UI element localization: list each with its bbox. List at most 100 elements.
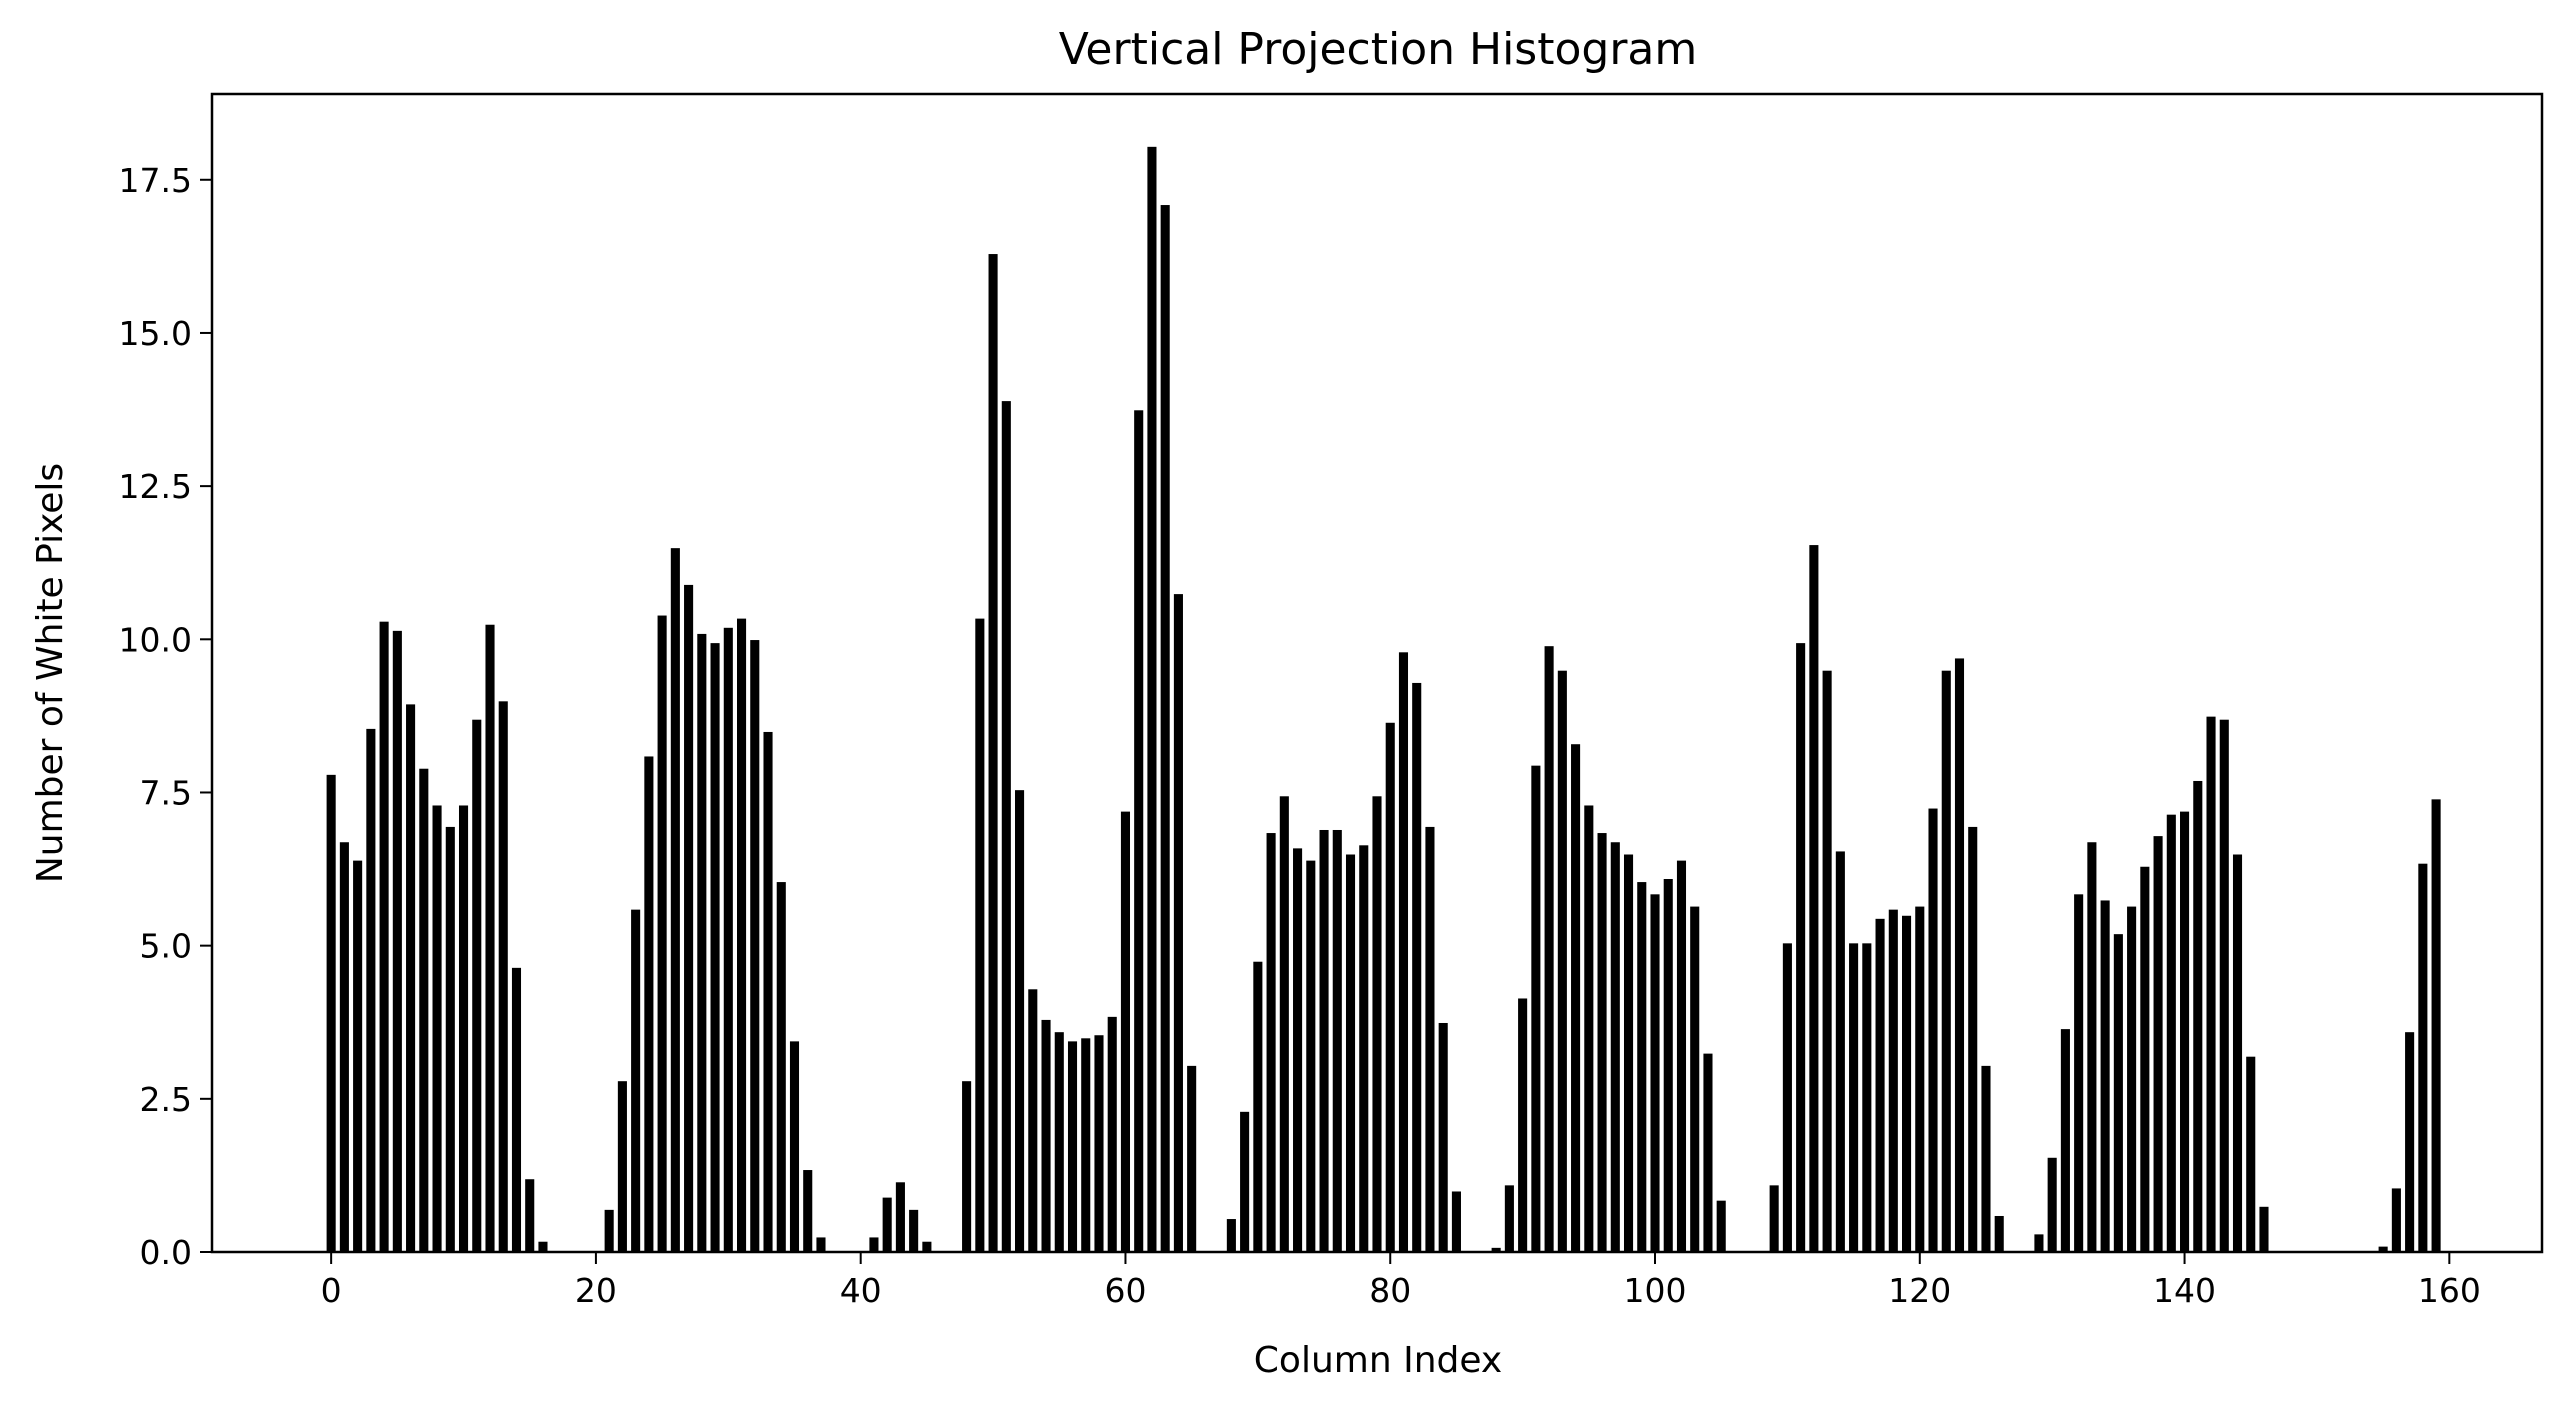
- bar-80: [1384, 721, 1397, 1253]
- bar-48: [960, 1079, 973, 1253]
- bar-103: [1688, 905, 1701, 1253]
- bar-28: [695, 632, 708, 1253]
- y-tick-label: 2.5: [140, 1080, 192, 1119]
- bar-102: [1675, 859, 1688, 1253]
- bar-82: [1410, 681, 1423, 1253]
- bar-159: [2430, 797, 2443, 1253]
- bar-55: [1053, 1030, 1066, 1253]
- bar-4: [378, 620, 391, 1253]
- bar-110: [1781, 941, 1794, 1253]
- x-tick-label: 60: [1104, 1271, 1146, 1310]
- bar-89: [1503, 1183, 1516, 1253]
- bar-3: [364, 727, 377, 1253]
- bar-105: [1715, 1199, 1728, 1253]
- x-tick-label: 100: [1624, 1271, 1687, 1310]
- bar-73: [1291, 846, 1304, 1253]
- y-tick-label: 12.5: [119, 467, 192, 506]
- bar-6: [404, 702, 417, 1253]
- bar-50: [987, 252, 1000, 1253]
- bar-0: [325, 773, 338, 1253]
- bar-78: [1357, 843, 1370, 1253]
- bar-121: [1926, 807, 1940, 1253]
- x-tick-label: 80: [1369, 1271, 1411, 1310]
- bar-101: [1662, 877, 1675, 1253]
- bar-83: [1423, 825, 1437, 1253]
- bar-97: [1609, 840, 1622, 1253]
- bar-51: [1000, 399, 1013, 1253]
- bar-91: [1529, 764, 1542, 1253]
- x-tick-label: 0: [321, 1271, 342, 1310]
- bar-54: [1039, 1018, 1053, 1253]
- bar-99: [1635, 880, 1648, 1253]
- bar-104: [1701, 1052, 1715, 1253]
- bar-21: [603, 1208, 616, 1253]
- bar-140: [2178, 810, 2191, 1253]
- bar-124: [1966, 825, 1979, 1253]
- bar-126: [1993, 1214, 2006, 1253]
- bar-85: [1450, 1189, 1463, 1253]
- bar-69: [1238, 1110, 1251, 1253]
- bar-23: [629, 908, 642, 1253]
- bar-64: [1172, 592, 1185, 1253]
- bar-68: [1225, 1217, 1238, 1253]
- bar-36: [801, 1168, 814, 1253]
- bar-60: [1119, 810, 1132, 1253]
- bar-122: [1940, 669, 1953, 1253]
- bar-75: [1318, 828, 1331, 1253]
- y-axis-label: Number of White Pixels: [30, 463, 71, 883]
- bar-9: [444, 825, 457, 1253]
- bar-22: [616, 1079, 629, 1253]
- bar-57: [1079, 1036, 1092, 1253]
- bar-14: [510, 966, 523, 1253]
- bar-11: [470, 718, 483, 1253]
- bar-156: [2390, 1186, 2403, 1253]
- bar-2: [351, 859, 364, 1253]
- bar-33: [761, 730, 775, 1253]
- y-axis-ticks: 0.0 2.5 5.0 7.5 10.0 12.5 15.0 17.5: [119, 161, 212, 1272]
- bar-129: [2032, 1232, 2045, 1253]
- y-tick-label: 17.5: [119, 161, 192, 200]
- y-tick-label: 15.0: [119, 314, 192, 353]
- bar-52: [1013, 788, 1026, 1253]
- bar-114: [1834, 849, 1847, 1253]
- bar-130: [2046, 1156, 2059, 1253]
- bar-49: [973, 617, 986, 1253]
- bar-98: [1622, 853, 1635, 1253]
- bar-120: [1913, 905, 1926, 1253]
- bar-41: [867, 1235, 880, 1253]
- x-axis-label: Column Index: [1254, 1340, 1502, 1381]
- bar-31: [735, 617, 748, 1253]
- bar-34: [775, 880, 788, 1253]
- bar-141: [2191, 779, 2204, 1253]
- bar-77: [1344, 853, 1357, 1253]
- bar-137: [2138, 865, 2151, 1253]
- bar-138: [2152, 834, 2165, 1253]
- bar-123: [1953, 656, 1966, 1253]
- bar-30: [722, 626, 735, 1253]
- bar-72: [1278, 794, 1291, 1253]
- bar-135: [2112, 932, 2125, 1253]
- bar-5: [391, 629, 404, 1253]
- bar-37: [814, 1235, 828, 1253]
- bar-146: [2257, 1205, 2271, 1253]
- bar-65: [1185, 1064, 1198, 1253]
- bar-44: [907, 1208, 920, 1253]
- y-tick-label: 7.5: [140, 773, 192, 812]
- bar-142: [2204, 715, 2218, 1253]
- x-tick-label: 160: [2418, 1271, 2481, 1310]
- y-tick-label: 10.0: [119, 620, 192, 659]
- bar-16: [536, 1240, 550, 1253]
- bar-84: [1437, 1021, 1450, 1253]
- bar-29: [709, 641, 722, 1253]
- bar-158: [2416, 862, 2429, 1253]
- bar-15: [523, 1177, 536, 1253]
- chart-title: Vertical Projection Histogram: [1059, 24, 1698, 75]
- bar-100: [1648, 892, 1662, 1253]
- bar-43: [894, 1180, 907, 1253]
- bar-53: [1026, 987, 1039, 1253]
- x-tick-label: 120: [1888, 1271, 1951, 1310]
- bar-76: [1331, 828, 1344, 1253]
- y-tick-label: 5.0: [140, 927, 192, 966]
- bar-27: [682, 583, 695, 1253]
- bar-94: [1569, 742, 1582, 1253]
